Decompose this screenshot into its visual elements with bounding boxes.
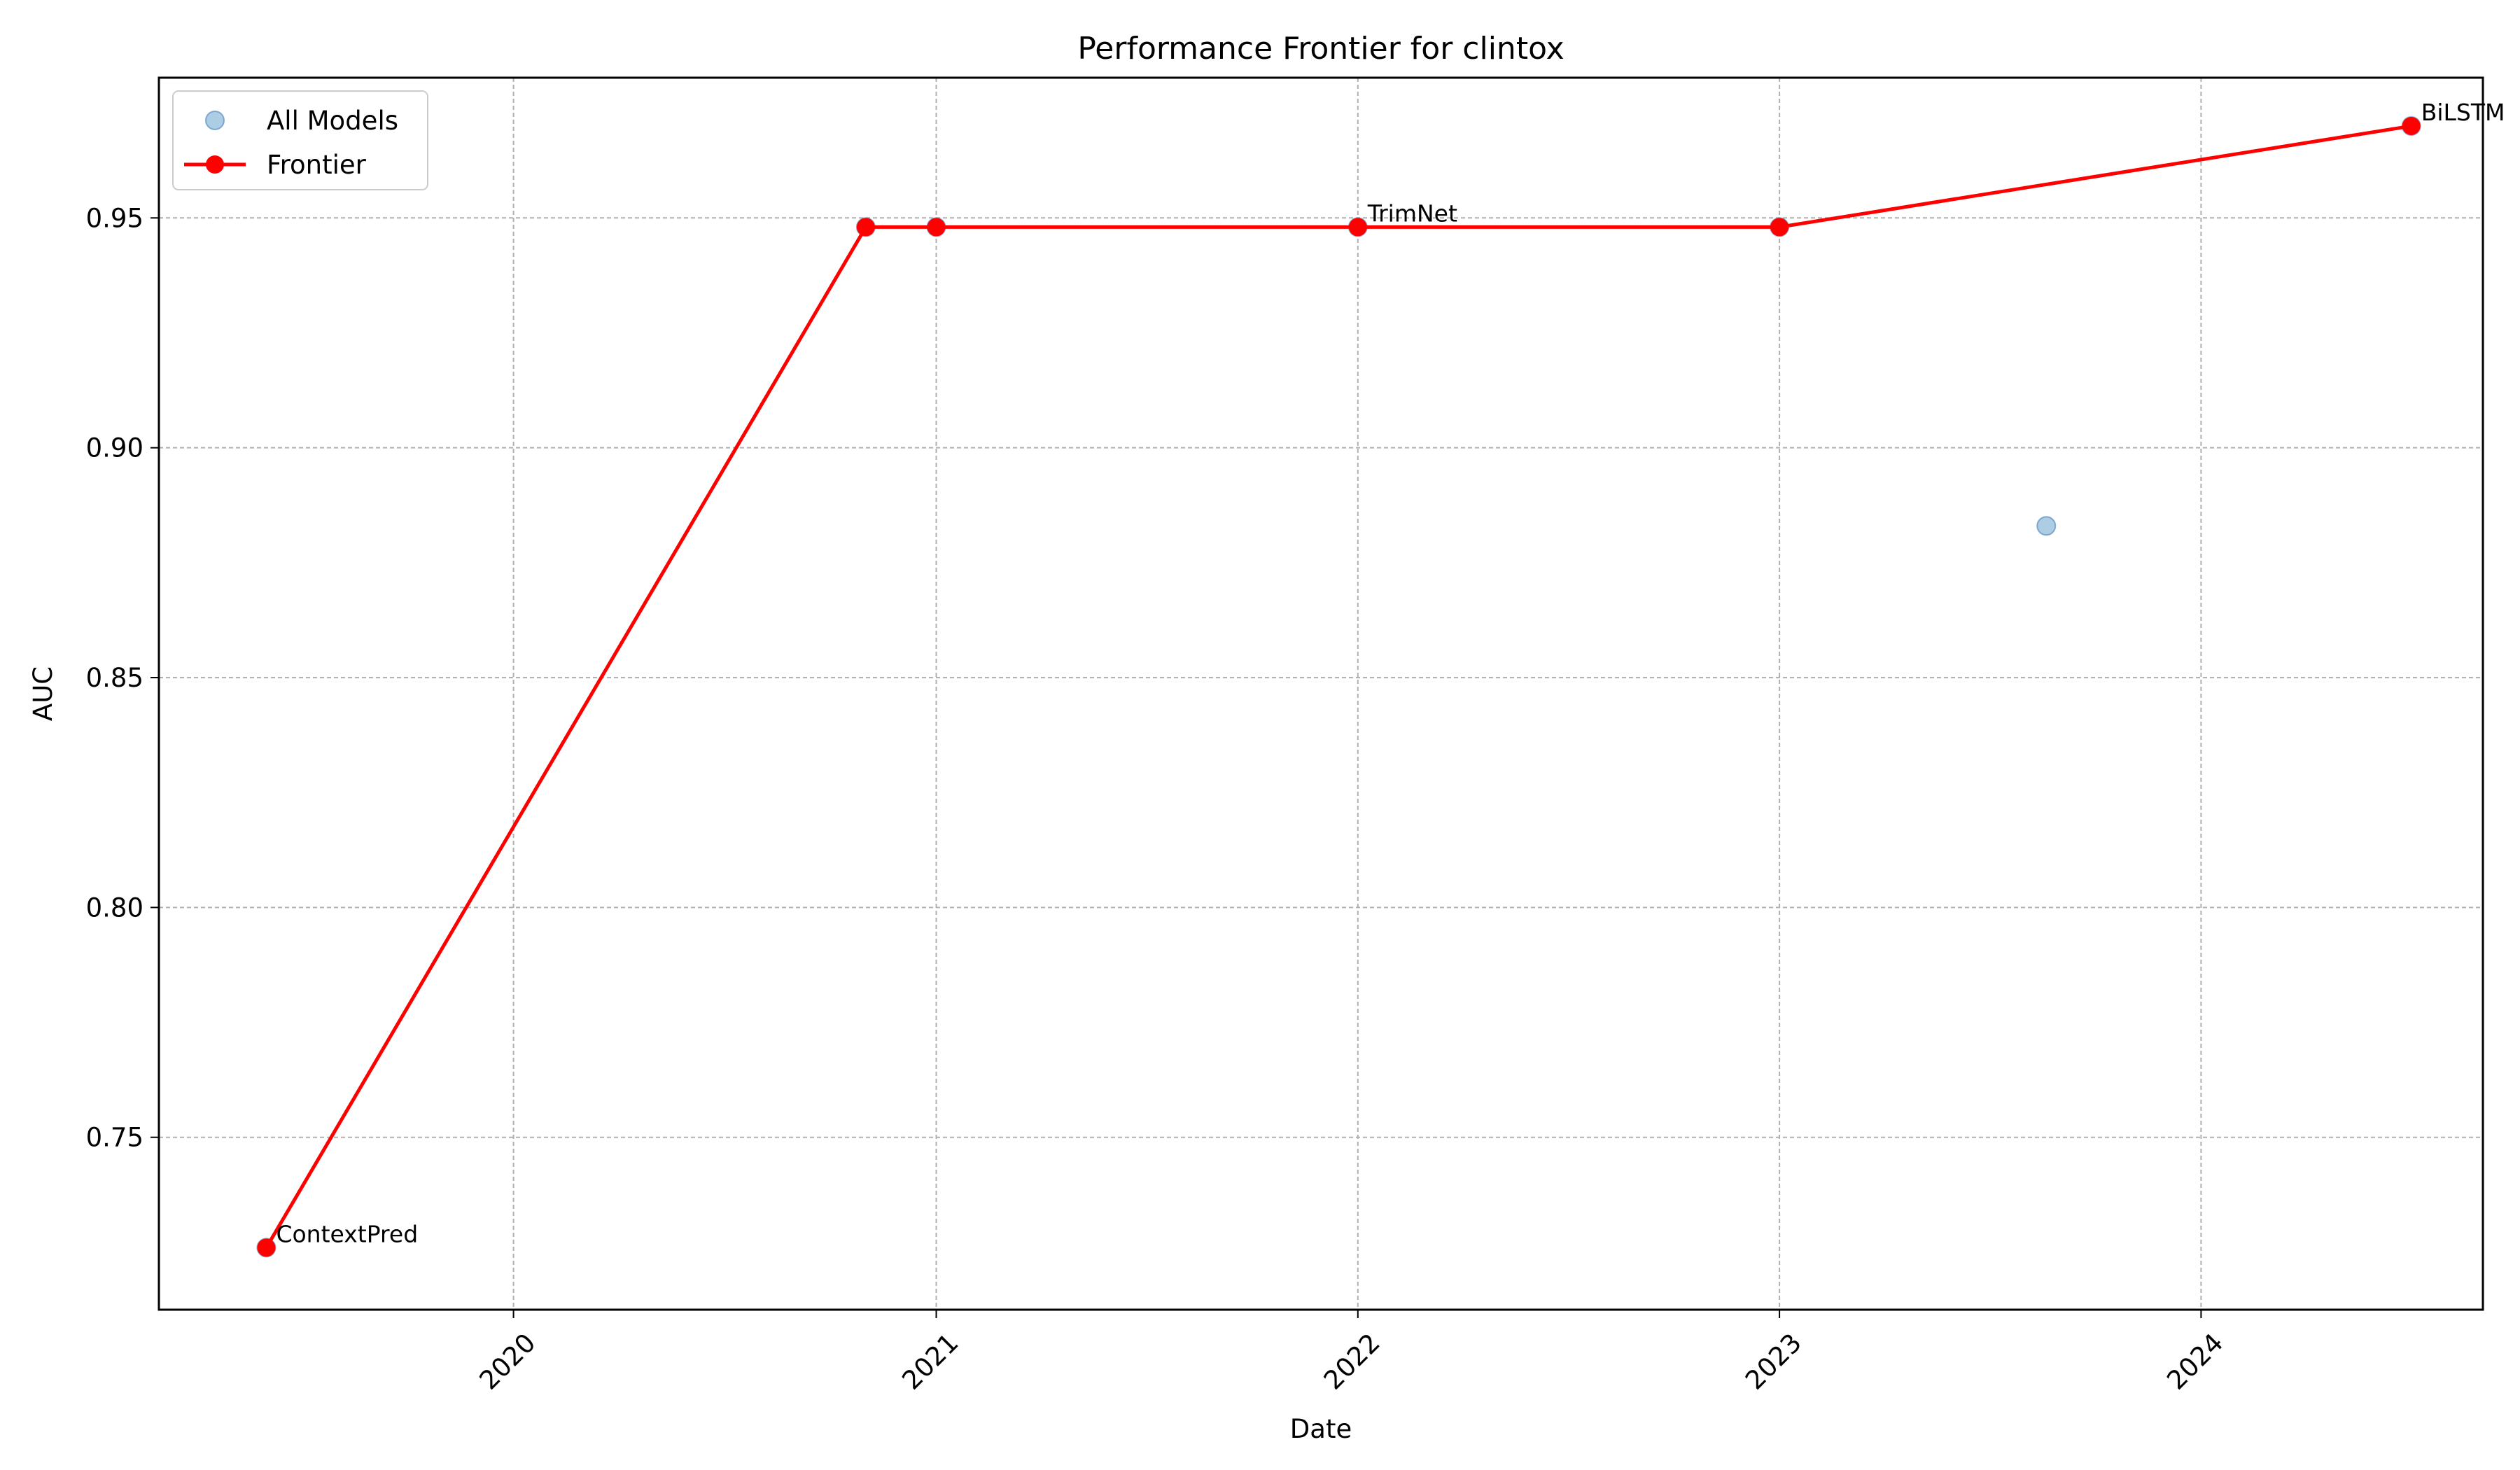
y-tick-label: 0.90	[86, 433, 144, 463]
legend-frontier-label: Frontier	[267, 150, 367, 180]
frontier-point	[1770, 218, 1789, 237]
y-tick-label: 0.80	[86, 892, 144, 923]
annotation-label: TrimNet	[1367, 200, 1457, 227]
annotation-label: ContextPred	[276, 1220, 418, 1247]
annotations: ContextPred TrimNet BiLSTM	[276, 99, 2505, 1247]
plot-area	[256, 115, 2421, 1258]
frontier-point	[927, 218, 946, 237]
frontier-point	[2402, 116, 2421, 135]
x-axis-label: Date	[1290, 1414, 1352, 1444]
grid	[159, 78, 2483, 1310]
frontier-line	[265, 124, 2412, 1249]
legend-frontier-marker	[206, 155, 224, 174]
legend-all-models-marker	[205, 111, 225, 130]
legend-all-models-label: All Models	[267, 106, 398, 136]
y-tick-label: 0.85	[86, 663, 144, 693]
chart-title: Performance Frontier for clintox	[1077, 31, 1564, 66]
y-tick-label: 0.95	[86, 203, 144, 233]
legend: All Models Frontier	[172, 90, 428, 190]
all-models-point	[2036, 516, 2057, 536]
y-axis-label: AUC	[28, 666, 58, 721]
frontier-point	[1348, 218, 1367, 237]
frontier-point	[257, 1238, 276, 1257]
y-tick-label: 0.75	[86, 1123, 144, 1153]
annotation-label: BiLSTM	[2421, 99, 2505, 126]
frontier-point	[856, 218, 875, 237]
axes-frame	[158, 76, 2484, 1311]
